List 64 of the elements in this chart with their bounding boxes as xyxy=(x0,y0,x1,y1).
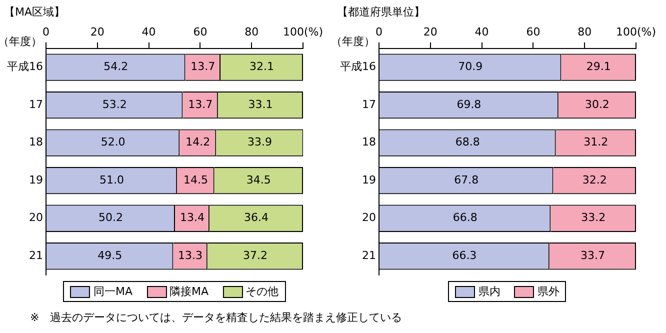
text: 34.5 xyxy=(246,173,271,186)
text: 53.2 xyxy=(102,98,127,111)
text: 37.2 xyxy=(242,248,268,262)
legend-label: 隣接MA xyxy=(169,284,208,299)
y-tick-label: 21 xyxy=(28,248,43,262)
x-tick-label: 40 xyxy=(142,26,156,39)
text: 33.9 xyxy=(247,136,272,149)
chart-title: 【都道府県単位】 xyxy=(337,5,425,18)
text: 33.7 xyxy=(580,248,605,262)
x-tick-label: 60 xyxy=(526,26,540,39)
text: 51.0 xyxy=(100,173,124,186)
text: 33.2 xyxy=(581,211,606,224)
x-tick-label: 20 xyxy=(423,26,438,39)
x-tick-label: 80 xyxy=(244,26,259,39)
text: 50.2 xyxy=(98,211,124,224)
x-tick-label: 60 xyxy=(193,26,208,39)
text: 52.0 xyxy=(100,136,126,149)
text: 14.5 xyxy=(183,173,208,186)
text: 13.7 xyxy=(188,98,213,111)
text: 36.4 xyxy=(244,211,268,224)
x-tick-label: 40 xyxy=(474,26,489,39)
legend-label: 県外 xyxy=(537,284,560,299)
text: 70.9 xyxy=(458,60,483,74)
text: 32.2 xyxy=(582,173,607,186)
legend-label: その他 xyxy=(246,284,278,299)
text: 14.2 xyxy=(186,136,210,149)
y-axis-title: （年度） xyxy=(0,34,42,48)
x-tick-label: 80 xyxy=(578,26,592,39)
y-tick-label: 平成16 xyxy=(340,60,376,74)
text: 66.3 xyxy=(452,248,477,262)
y-tick-label: 20 xyxy=(362,211,376,224)
text: 29.1 xyxy=(586,60,611,74)
series-label: 同一MA xyxy=(93,284,132,299)
text: 13.4 xyxy=(180,211,204,224)
text: 54.2 xyxy=(104,60,128,74)
x-tick-label: 0 xyxy=(42,26,50,39)
y-axis-title: （年度） xyxy=(330,34,375,48)
text: ※ 過去のデータについては、データを精査した結果を踏まえ修正している xyxy=(30,310,402,325)
text: 32.1 xyxy=(250,60,274,74)
text: 67.8 xyxy=(454,173,479,186)
text: 33.1 xyxy=(248,98,273,111)
x-tick-label: 100(%) xyxy=(616,26,656,39)
x-tick-label: 0 xyxy=(375,26,382,39)
text: 66.8 xyxy=(452,211,478,224)
series-label: 県内 xyxy=(478,284,500,299)
y-tick-label: 19 xyxy=(28,173,43,186)
y-tick-label: 21 xyxy=(362,248,376,262)
y-tick-label: 17 xyxy=(362,98,376,111)
text: 13.7 xyxy=(190,60,216,74)
y-tick-label: 17 xyxy=(28,98,43,111)
chart-title: 【MA区域】 xyxy=(4,5,66,18)
y-tick-label: 20 xyxy=(28,211,43,224)
text: 31.2 xyxy=(584,136,608,149)
y-tick-label: 18 xyxy=(28,136,43,149)
y-tick-label: 19 xyxy=(362,173,376,186)
text: 49.5 xyxy=(98,248,122,262)
text: 30.2 xyxy=(584,98,610,111)
x-tick-label: 20 xyxy=(90,26,104,39)
y-tick-label: 平成16 xyxy=(6,60,43,74)
text: 13.3 xyxy=(178,248,203,262)
text: 69.8 xyxy=(456,98,482,111)
text: 68.8 xyxy=(455,136,480,149)
x-tick-label: 100(%) xyxy=(282,26,324,39)
y-tick-label: 18 xyxy=(362,136,376,149)
